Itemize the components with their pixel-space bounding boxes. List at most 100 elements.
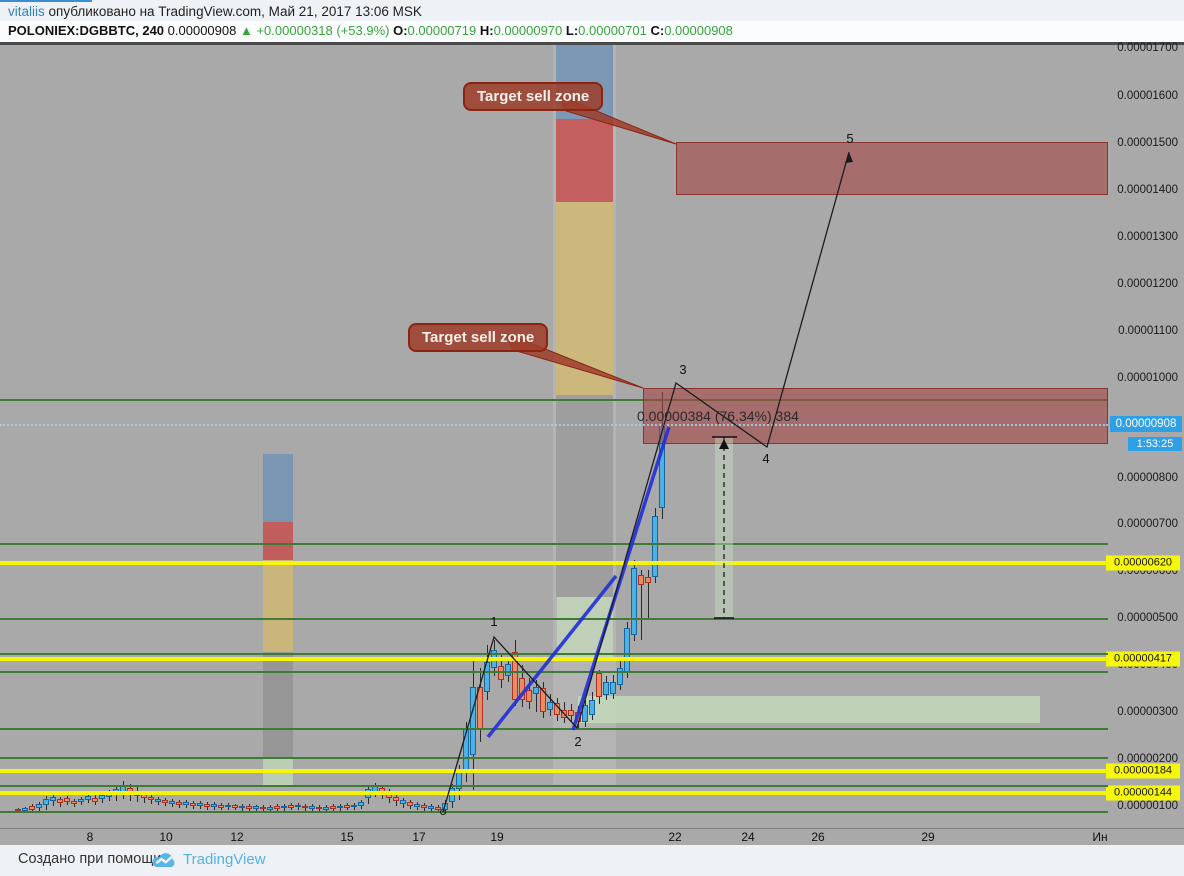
column-band	[263, 652, 293, 758]
key-level-line-yellow[interactable]	[0, 561, 1108, 565]
column-band	[263, 522, 293, 560]
time-axis-tick: 29	[921, 830, 935, 844]
candle-body	[197, 803, 203, 806]
symbol-title[interactable]: POLONIEX:DGBBTC, 240	[8, 23, 165, 38]
price-axis[interactable]: 0.00001700 0.00001600 0.00001500 0.00001400…	[1106, 42, 1184, 828]
tradingview-brand-link[interactable]: TradingView	[183, 851, 266, 868]
time-axis-tick: Ин	[1092, 830, 1108, 844]
author-link[interactable]: vitaliis	[8, 4, 45, 19]
time-axis[interactable]: 8 10 12 15 17 19 22 24 26 29 Ин	[0, 828, 1184, 846]
price-axis-tick: 0.00000800	[1117, 472, 1178, 484]
open-value: 0.00000719	[407, 23, 477, 38]
candle-body	[414, 804, 420, 807]
candle-body	[99, 795, 105, 799]
high-value: 0.00000970	[493, 23, 563, 38]
low-label: L:	[565, 23, 579, 38]
drawings-overlay	[440, 94, 853, 815]
candle-body	[400, 800, 406, 804]
candle-body	[78, 799, 84, 802]
price-axis-tick: 0.00000500	[1117, 612, 1178, 624]
support-line-green[interactable]	[0, 618, 1108, 620]
candle-body	[15, 809, 21, 811]
candle-body	[155, 799, 161, 802]
yellow-price-label: 0.00000417	[1106, 651, 1180, 667]
time-axis-tick: 24	[741, 830, 755, 844]
publish-text: опубликовано на TradingView.com, Май 21,…	[44, 4, 422, 19]
tradingview-cloud-icon[interactable]	[150, 850, 178, 875]
target-sell-zone-callout-upper[interactable]: Target sell zone	[463, 82, 604, 111]
support-line-green[interactable]	[0, 399, 1108, 401]
chart-top-border	[0, 42, 1184, 45]
candle-body	[337, 806, 343, 808]
candle-body	[498, 666, 504, 680]
candle-body	[344, 805, 350, 808]
candle-body	[526, 690, 532, 702]
price-axis-tick: 0.00001400	[1117, 184, 1178, 196]
candle-body	[176, 802, 182, 805]
chart-plot-area[interactable]: 1 2 3 4 5 0.00000384 (76.34%) 384 Target sel…	[0, 45, 1108, 828]
candle-body	[92, 798, 98, 802]
zigzag-start-marker[interactable]	[440, 809, 446, 815]
candle-body	[57, 799, 63, 803]
time-axis-tick: 17	[412, 830, 426, 844]
time-axis-tick: 15	[340, 830, 354, 844]
price-axis-tick: 0.00001600	[1117, 90, 1178, 102]
support-line-green[interactable]	[0, 671, 1108, 673]
key-level-line-yellow[interactable]	[0, 791, 1108, 795]
support-line-green[interactable]	[0, 543, 1108, 545]
candle-body	[470, 687, 476, 755]
candle-body	[211, 804, 217, 807]
key-level-line-yellow[interactable]	[0, 657, 1108, 661]
candle-body	[596, 673, 602, 697]
elliott-wave-label: 4	[762, 451, 770, 466]
support-line-green[interactable]	[0, 785, 1108, 787]
support-zone-box[interactable]	[578, 696, 1040, 723]
candle-body	[288, 805, 294, 808]
price-axis-tick: 0.00000100	[1117, 800, 1178, 812]
price-axis-tick: 0.00001700	[1117, 42, 1178, 54]
target-sell-zone-callout-lower[interactable]: Target sell zone	[408, 323, 549, 352]
candle-body	[232, 805, 238, 808]
price-axis-tick: 0.00001300	[1117, 231, 1178, 243]
candle-body	[407, 802, 413, 806]
time-axis-tick: 12	[230, 830, 244, 844]
bar-countdown-label: 1:53:25	[1128, 437, 1182, 451]
candle-body	[274, 806, 280, 809]
candle-body	[540, 688, 546, 712]
candle-body	[169, 801, 175, 804]
candle-body	[246, 806, 252, 809]
candle-wick	[648, 570, 649, 620]
support-line-green[interactable]	[0, 811, 1108, 813]
support-line-green[interactable]	[0, 757, 1108, 759]
candle-body	[295, 805, 301, 807]
elliott-wave-zigzag[interactable]	[442, 151, 850, 813]
yellow-price-label: 0.00000184	[1106, 763, 1180, 779]
close-value: 0.00000908	[664, 23, 733, 38]
zigzag-end-arrow-icon[interactable]	[845, 152, 853, 163]
candle-body	[547, 702, 553, 710]
candle-body	[71, 801, 77, 804]
candle-body	[29, 806, 35, 810]
key-level-line-yellow[interactable]	[0, 769, 1108, 773]
candle-wick	[536, 680, 537, 712]
column-band	[556, 119, 613, 202]
measure-tool-arrow-up-icon[interactable]	[719, 439, 729, 449]
time-axis-tick: 26	[811, 830, 825, 844]
column-band	[263, 560, 293, 652]
candle-body	[204, 804, 210, 807]
candle-body	[351, 805, 357, 807]
trend-line-blue[interactable]	[571, 426, 671, 731]
last-price: 0.00000908	[167, 23, 237, 38]
candle-body	[183, 802, 189, 805]
target-sell-zone-upper[interactable]	[676, 142, 1108, 195]
elliott-wave-label: 3	[679, 362, 687, 377]
candle-body	[316, 807, 322, 809]
candle-body	[568, 710, 574, 716]
trend-line-blue[interactable]	[486, 574, 618, 739]
candle-body	[260, 807, 266, 809]
time-axis-tick: 22	[668, 830, 682, 844]
target-sell-zone-lower[interactable]	[643, 388, 1108, 444]
candle-body	[330, 806, 336, 809]
created-with-text: Создано при помощи	[18, 851, 162, 867]
support-line-green[interactable]	[0, 728, 1108, 730]
